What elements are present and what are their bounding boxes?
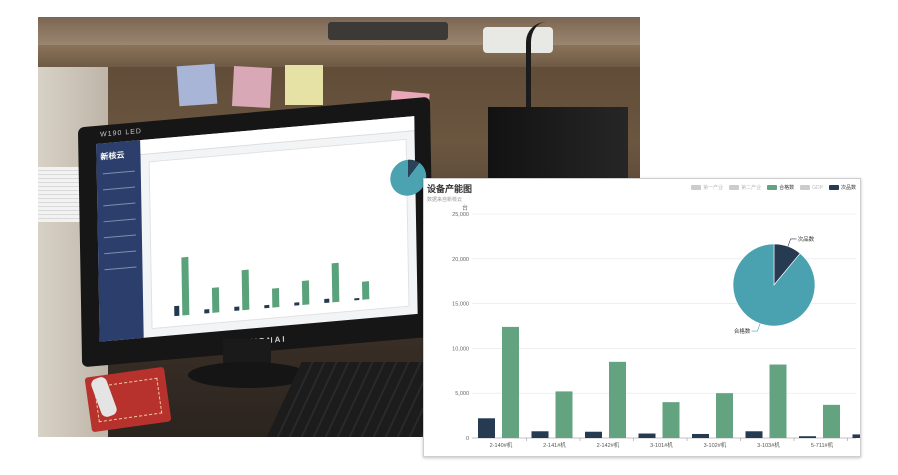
legend-swatch (691, 185, 702, 190)
bar-defects (478, 418, 495, 438)
monitor-brand: W190 LED (100, 127, 143, 139)
bar-qualified (716, 393, 733, 438)
mini-bar (174, 305, 180, 317)
mini-bar (354, 297, 360, 301)
screen-nav-item (102, 170, 135, 175)
screen-nav-item (103, 202, 136, 207)
bar-qualified (609, 361, 626, 438)
sticky-note (231, 66, 273, 108)
sticky-note (176, 63, 218, 107)
legend-item[interactable]: 合格数 (767, 184, 794, 191)
legend-item[interactable]: 第二产业 (729, 184, 761, 191)
bar-defects (852, 434, 860, 438)
y-tick-label: 10,000 (452, 346, 469, 352)
legend-label: 第二产业 (741, 185, 762, 191)
bar-qualified (502, 326, 519, 438)
x-tick-label: 2-141#机 (543, 441, 566, 449)
bar-defects (799, 436, 816, 438)
bar-defects (531, 431, 549, 438)
x-tick-label: 3-102#机 (704, 441, 727, 449)
bar-qualified (555, 391, 573, 438)
mini-bar (234, 306, 240, 311)
legend-swatch (800, 185, 811, 190)
x-tick-label: 3-101#机 (650, 441, 673, 449)
x-tick-label: 2-142#机 (597, 441, 620, 449)
legend-item[interactable]: 第一产业 (691, 184, 723, 191)
y-tick-label: 15,000 (452, 302, 469, 308)
screen-nav-item (104, 250, 137, 255)
x-tick-label: 3-103#机 (757, 441, 780, 449)
screen-chart (148, 138, 427, 330)
mini-bar (211, 287, 220, 313)
screen-nav-item (104, 266, 137, 271)
legend-swatch (828, 185, 839, 190)
pie-leader-line (751, 323, 761, 332)
bar-qualified (662, 402, 680, 438)
legend-item[interactable]: 次品数 (828, 184, 856, 191)
bar-defects (745, 431, 763, 438)
y-tick-label: 5,000 (455, 391, 469, 397)
chart-subtitle: 数据来自新核云 (427, 197, 463, 203)
sticky-note (285, 65, 323, 105)
bar-qualified (823, 404, 840, 438)
mini-bar (294, 302, 300, 306)
screen-logo: 新核云 (100, 150, 125, 162)
legend-swatch (729, 185, 740, 190)
bar-defects (585, 431, 602, 438)
y-tick-label: 25,000 (452, 212, 469, 218)
mini-bar (331, 262, 340, 303)
y-axis-label: 台 (462, 204, 468, 212)
keyboard-on-shelf (328, 22, 448, 40)
pie-label: 合格数 (734, 327, 751, 335)
bar-qualified (769, 364, 787, 438)
chart-title: 设备产能图 (427, 184, 473, 194)
screen-sidebar: 新核云 (96, 140, 144, 342)
pie-label: 次品数 (798, 235, 815, 243)
mini-bar (181, 256, 190, 316)
monitor-stand-base (188, 362, 308, 388)
monitor: W190 LED 新核云 (77, 96, 435, 368)
mini-pie (389, 158, 427, 198)
bar-defects (692, 433, 709, 438)
mini-bar (301, 280, 310, 305)
screen-nav-item (103, 186, 136, 191)
x-tick-label: 2-140#机 (490, 441, 513, 449)
x-tick-label: 5-711#机 (811, 441, 834, 449)
legend-item[interactable]: GDP (800, 185, 823, 191)
legend-label: 合格数 (779, 185, 795, 191)
bar-defects (638, 433, 656, 438)
mini-bar (272, 287, 280, 308)
screen-nav-item (103, 218, 136, 223)
y-tick-label: 0 (466, 436, 469, 442)
legend-label: 第一产业 (703, 185, 724, 191)
legend-label: GDP (812, 184, 823, 191)
chart-canvas: 台 0 5,000 10,000 15,000 20,000 25,000 2-140#机 2-… (452, 204, 860, 449)
mini-bar (324, 298, 330, 304)
screen-nav-item (103, 234, 136, 239)
pie-leader-line (787, 238, 797, 247)
mini-bar (204, 309, 210, 314)
mini-bar (241, 269, 250, 311)
legend-label: 次品数 (840, 185, 856, 191)
mini-bar (264, 304, 270, 309)
legend-swatch (767, 185, 778, 190)
mini-bar (362, 281, 370, 300)
pie-slice (732, 243, 816, 327)
y-tick-label: 20,000 (452, 257, 469, 263)
chart-panel: 台 0 5,000 10,000 15,000 20,000 25,000 2-140#机 2-… (423, 178, 861, 457)
chart-legend: 第一产业 第二产业 合格数 GDP 次品数 (691, 184, 856, 191)
monitor-screen: 新核云 (96, 116, 427, 342)
